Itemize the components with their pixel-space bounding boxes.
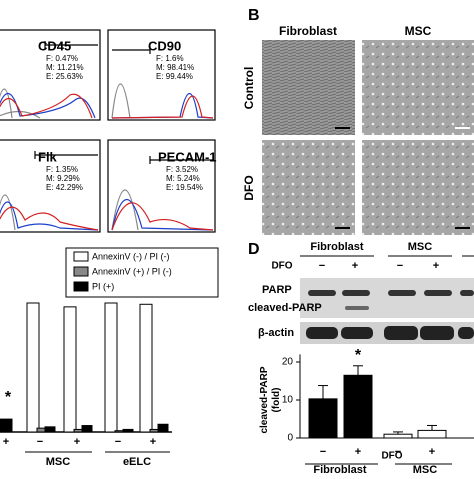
stat-label: E: 19.54% — [166, 183, 203, 192]
column-label: MSC — [405, 24, 432, 38]
lane-label: − — [319, 260, 325, 272]
y-tick-label: 20 — [282, 357, 294, 368]
x-tick-label: + — [3, 436, 9, 448]
legend-label: PI (+) — [92, 281, 114, 291]
x-tick-label: + — [74, 436, 80, 448]
bar — [122, 428, 134, 433]
lane-label: − — [397, 260, 403, 272]
bar — [157, 423, 169, 433]
panel-label: D — [248, 241, 260, 258]
flow-panel — [107, 139, 216, 233]
blot-label: β-actin — [258, 327, 294, 339]
bar — [36, 427, 46, 433]
y-label-line: (fold) — [271, 388, 282, 413]
marker-label: CD45 — [38, 38, 71, 53]
legend-swatch — [73, 281, 89, 292]
x-tick-label: + — [429, 446, 435, 458]
annotation: * — [5, 389, 12, 406]
column-label: Fibroblast — [279, 24, 337, 38]
cell-type: MSC — [408, 241, 433, 253]
blot — [300, 278, 474, 344]
flow-panel — [0, 29, 101, 121]
bar — [63, 306, 77, 433]
annotation: * — [355, 347, 362, 364]
y-label: cleaved-PARP(fold) — [259, 366, 282, 433]
bar — [139, 303, 153, 433]
y-tick-label: 0 — [287, 433, 293, 444]
legend-swatch — [73, 251, 89, 262]
blot-label: cleaved-PARP — [248, 302, 322, 314]
stat-label: M: 98.41% — [156, 63, 194, 72]
stat-label: F: 1.35% — [46, 165, 78, 174]
lane-label: + — [352, 260, 358, 272]
flow-panel — [107, 29, 216, 121]
x-tick-label: − — [320, 446, 326, 458]
stat-label: M: 11.21% — [46, 63, 84, 72]
cell-type: Fibroblast — [310, 241, 364, 253]
lane-label: + — [433, 260, 439, 272]
legend-swatch — [73, 266, 89, 277]
marker-label: PECAM-1 — [158, 149, 217, 164]
group-label: eELC — [123, 456, 151, 468]
stat-label: E: 42.29% — [46, 183, 83, 192]
stat-label: M: 5.24% — [166, 174, 200, 183]
bar — [104, 302, 118, 433]
y-label-line: cleaved-PARP — [259, 366, 270, 433]
y-tick-label: 10 — [282, 395, 294, 406]
stat-label: F: 3.52% — [166, 165, 198, 174]
bar — [417, 429, 447, 439]
stat-label: F: 1.6% — [156, 54, 184, 63]
x-tick-label: + — [355, 446, 361, 458]
panel-label: B — [248, 7, 260, 24]
legend-label: AnnexinV (+) / PI (-) — [92, 266, 172, 276]
bar — [383, 433, 413, 439]
micrograph — [262, 40, 474, 235]
stat-label: E: 99.44% — [156, 72, 193, 81]
x-label: DFO — [381, 451, 402, 462]
x-tick-label: − — [115, 436, 121, 448]
bar — [149, 428, 159, 433]
legend-label: AnnexinV (-) / PI (-) — [92, 251, 170, 261]
bar — [26, 302, 40, 433]
row-label: DFO — [242, 175, 256, 200]
blot-label: PARP — [262, 284, 292, 296]
bar — [44, 426, 56, 433]
bar — [114, 430, 124, 433]
bar — [0, 418, 13, 433]
group-label: MSC — [46, 456, 71, 468]
bar — [81, 425, 93, 433]
treatment-label: DFO — [271, 261, 292, 272]
x-tick-label: − — [37, 436, 43, 448]
flow-panel — [0, 139, 101, 233]
bar — [73, 428, 83, 433]
group-label: Fibroblast — [313, 464, 367, 474]
bar — [343, 374, 373, 439]
x-tick-label: + — [150, 436, 156, 448]
stat-label: E: 25.63% — [46, 72, 83, 81]
legend — [65, 247, 219, 298]
bar — [308, 398, 338, 439]
x-tick-label: − — [395, 446, 401, 458]
stat-label: M: 9.29% — [46, 174, 80, 183]
group-label: MSC — [413, 464, 438, 474]
row-label: Control — [242, 67, 256, 110]
marker-label: Flk — [38, 149, 58, 164]
stat-label: F: 0.47% — [46, 54, 78, 63]
marker-label: CD90 — [148, 38, 181, 53]
